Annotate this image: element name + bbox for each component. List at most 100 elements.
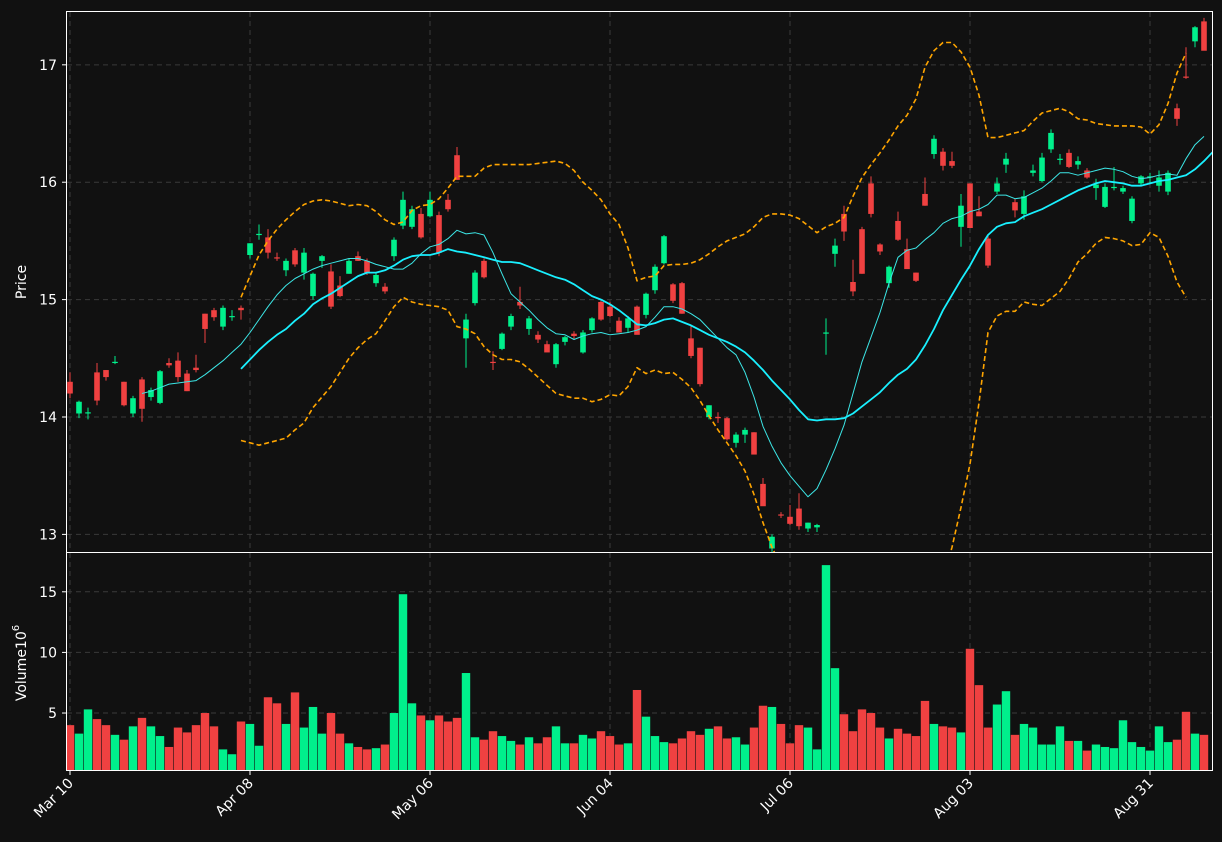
candle-body	[544, 344, 550, 353]
candle-body	[1102, 186, 1108, 207]
volume-bar	[128, 726, 138, 770]
volume-bar	[110, 734, 120, 770]
volume-bar	[182, 732, 192, 770]
candle-body	[859, 229, 865, 274]
volume-bar	[146, 726, 156, 770]
candle-body	[904, 249, 910, 270]
volume-bar	[1100, 746, 1110, 770]
volume-bar	[83, 709, 93, 770]
candle-body	[688, 338, 694, 356]
candle-body	[634, 306, 640, 335]
price-tick-label: 13	[39, 527, 57, 543]
volume-bar	[407, 703, 417, 770]
candle-body	[76, 401, 82, 414]
candle-body	[283, 260, 289, 271]
candle-body	[886, 266, 892, 284]
volume-bar	[875, 727, 885, 770]
candle-body	[1138, 176, 1144, 184]
volume-bar	[119, 739, 129, 770]
volume-bar	[1046, 744, 1056, 770]
candle-body	[373, 274, 379, 284]
candle-body	[796, 508, 802, 527]
candle-body	[148, 390, 154, 398]
candle-body	[949, 161, 955, 166]
volume-bar	[641, 716, 651, 770]
candle-body	[769, 536, 775, 549]
candle-body	[139, 379, 145, 409]
long-moving-average-line	[240, 151, 1212, 422]
candle-body	[175, 360, 181, 378]
volume-bar	[965, 648, 975, 770]
volume-bar	[1109, 748, 1119, 770]
volume-axis: 5 10 15	[39, 585, 67, 722]
price-tick-label: 17	[39, 58, 57, 74]
volume-bar	[434, 715, 444, 770]
volume-bar	[1091, 744, 1101, 770]
volume-bar	[236, 721, 246, 770]
indicator-lines	[141, 41, 1212, 552]
candle-body	[670, 284, 676, 301]
volume-bar	[1136, 746, 1146, 770]
candle-body	[202, 313, 208, 329]
volume-grid	[67, 553, 1212, 770]
candle-body	[481, 260, 487, 278]
volume-bar	[884, 738, 894, 770]
candle-body	[1084, 170, 1090, 178]
candle-body	[598, 301, 604, 320]
volume-bar	[92, 719, 102, 770]
candle-body	[1111, 186, 1117, 189]
volume-bar	[200, 713, 210, 770]
candle-body	[85, 412, 91, 414]
volume-bar	[101, 725, 111, 770]
candle-body	[328, 271, 334, 307]
volume-bar	[1082, 750, 1092, 770]
candle-body	[1120, 188, 1126, 192]
candle-body	[580, 332, 586, 353]
volume-bar	[1127, 742, 1137, 770]
candle-body	[976, 211, 982, 217]
candle-body	[67, 381, 73, 394]
volume-bar	[1199, 734, 1209, 770]
candle-body	[409, 209, 415, 227]
volume-bar	[155, 736, 165, 770]
volume-bar	[911, 736, 921, 770]
candle-body	[1057, 158, 1063, 160]
candle-body	[679, 283, 685, 314]
candle-body	[193, 367, 199, 371]
volume-bar	[344, 743, 354, 770]
candle-body	[211, 310, 217, 318]
volume-axis-label-text: Volume	[14, 649, 30, 701]
candle-body	[778, 514, 784, 516]
candle-body	[247, 243, 253, 255]
candle-body	[922, 193, 928, 206]
volume-bar	[470, 737, 480, 770]
candle-body	[1165, 172, 1171, 192]
volume-bar	[290, 692, 300, 770]
volume-bar	[317, 733, 327, 770]
candle-body	[643, 293, 649, 315]
candle-body	[1174, 108, 1180, 119]
candle-body	[571, 333, 577, 336]
candle-body	[1066, 152, 1072, 167]
volume-bar	[425, 720, 435, 770]
candle-body	[1012, 202, 1018, 211]
candle-body	[940, 151, 946, 166]
volume-bar	[569, 743, 579, 770]
candle-body	[733, 434, 739, 443]
candle-body	[625, 318, 631, 328]
volume-bar	[857, 709, 867, 770]
candle-body	[985, 238, 991, 266]
volume-bar	[1073, 740, 1083, 770]
candle-body	[526, 318, 532, 329]
volume-bar	[794, 725, 804, 770]
volume-bar	[353, 746, 363, 770]
volume-bar	[578, 734, 588, 770]
candle-body	[589, 318, 595, 331]
candle-body	[103, 370, 109, 378]
volume-bar	[767, 706, 777, 770]
candle-body	[94, 372, 100, 401]
candle-body	[1030, 170, 1036, 173]
candle-body	[436, 215, 442, 253]
volume-bar	[506, 740, 516, 770]
